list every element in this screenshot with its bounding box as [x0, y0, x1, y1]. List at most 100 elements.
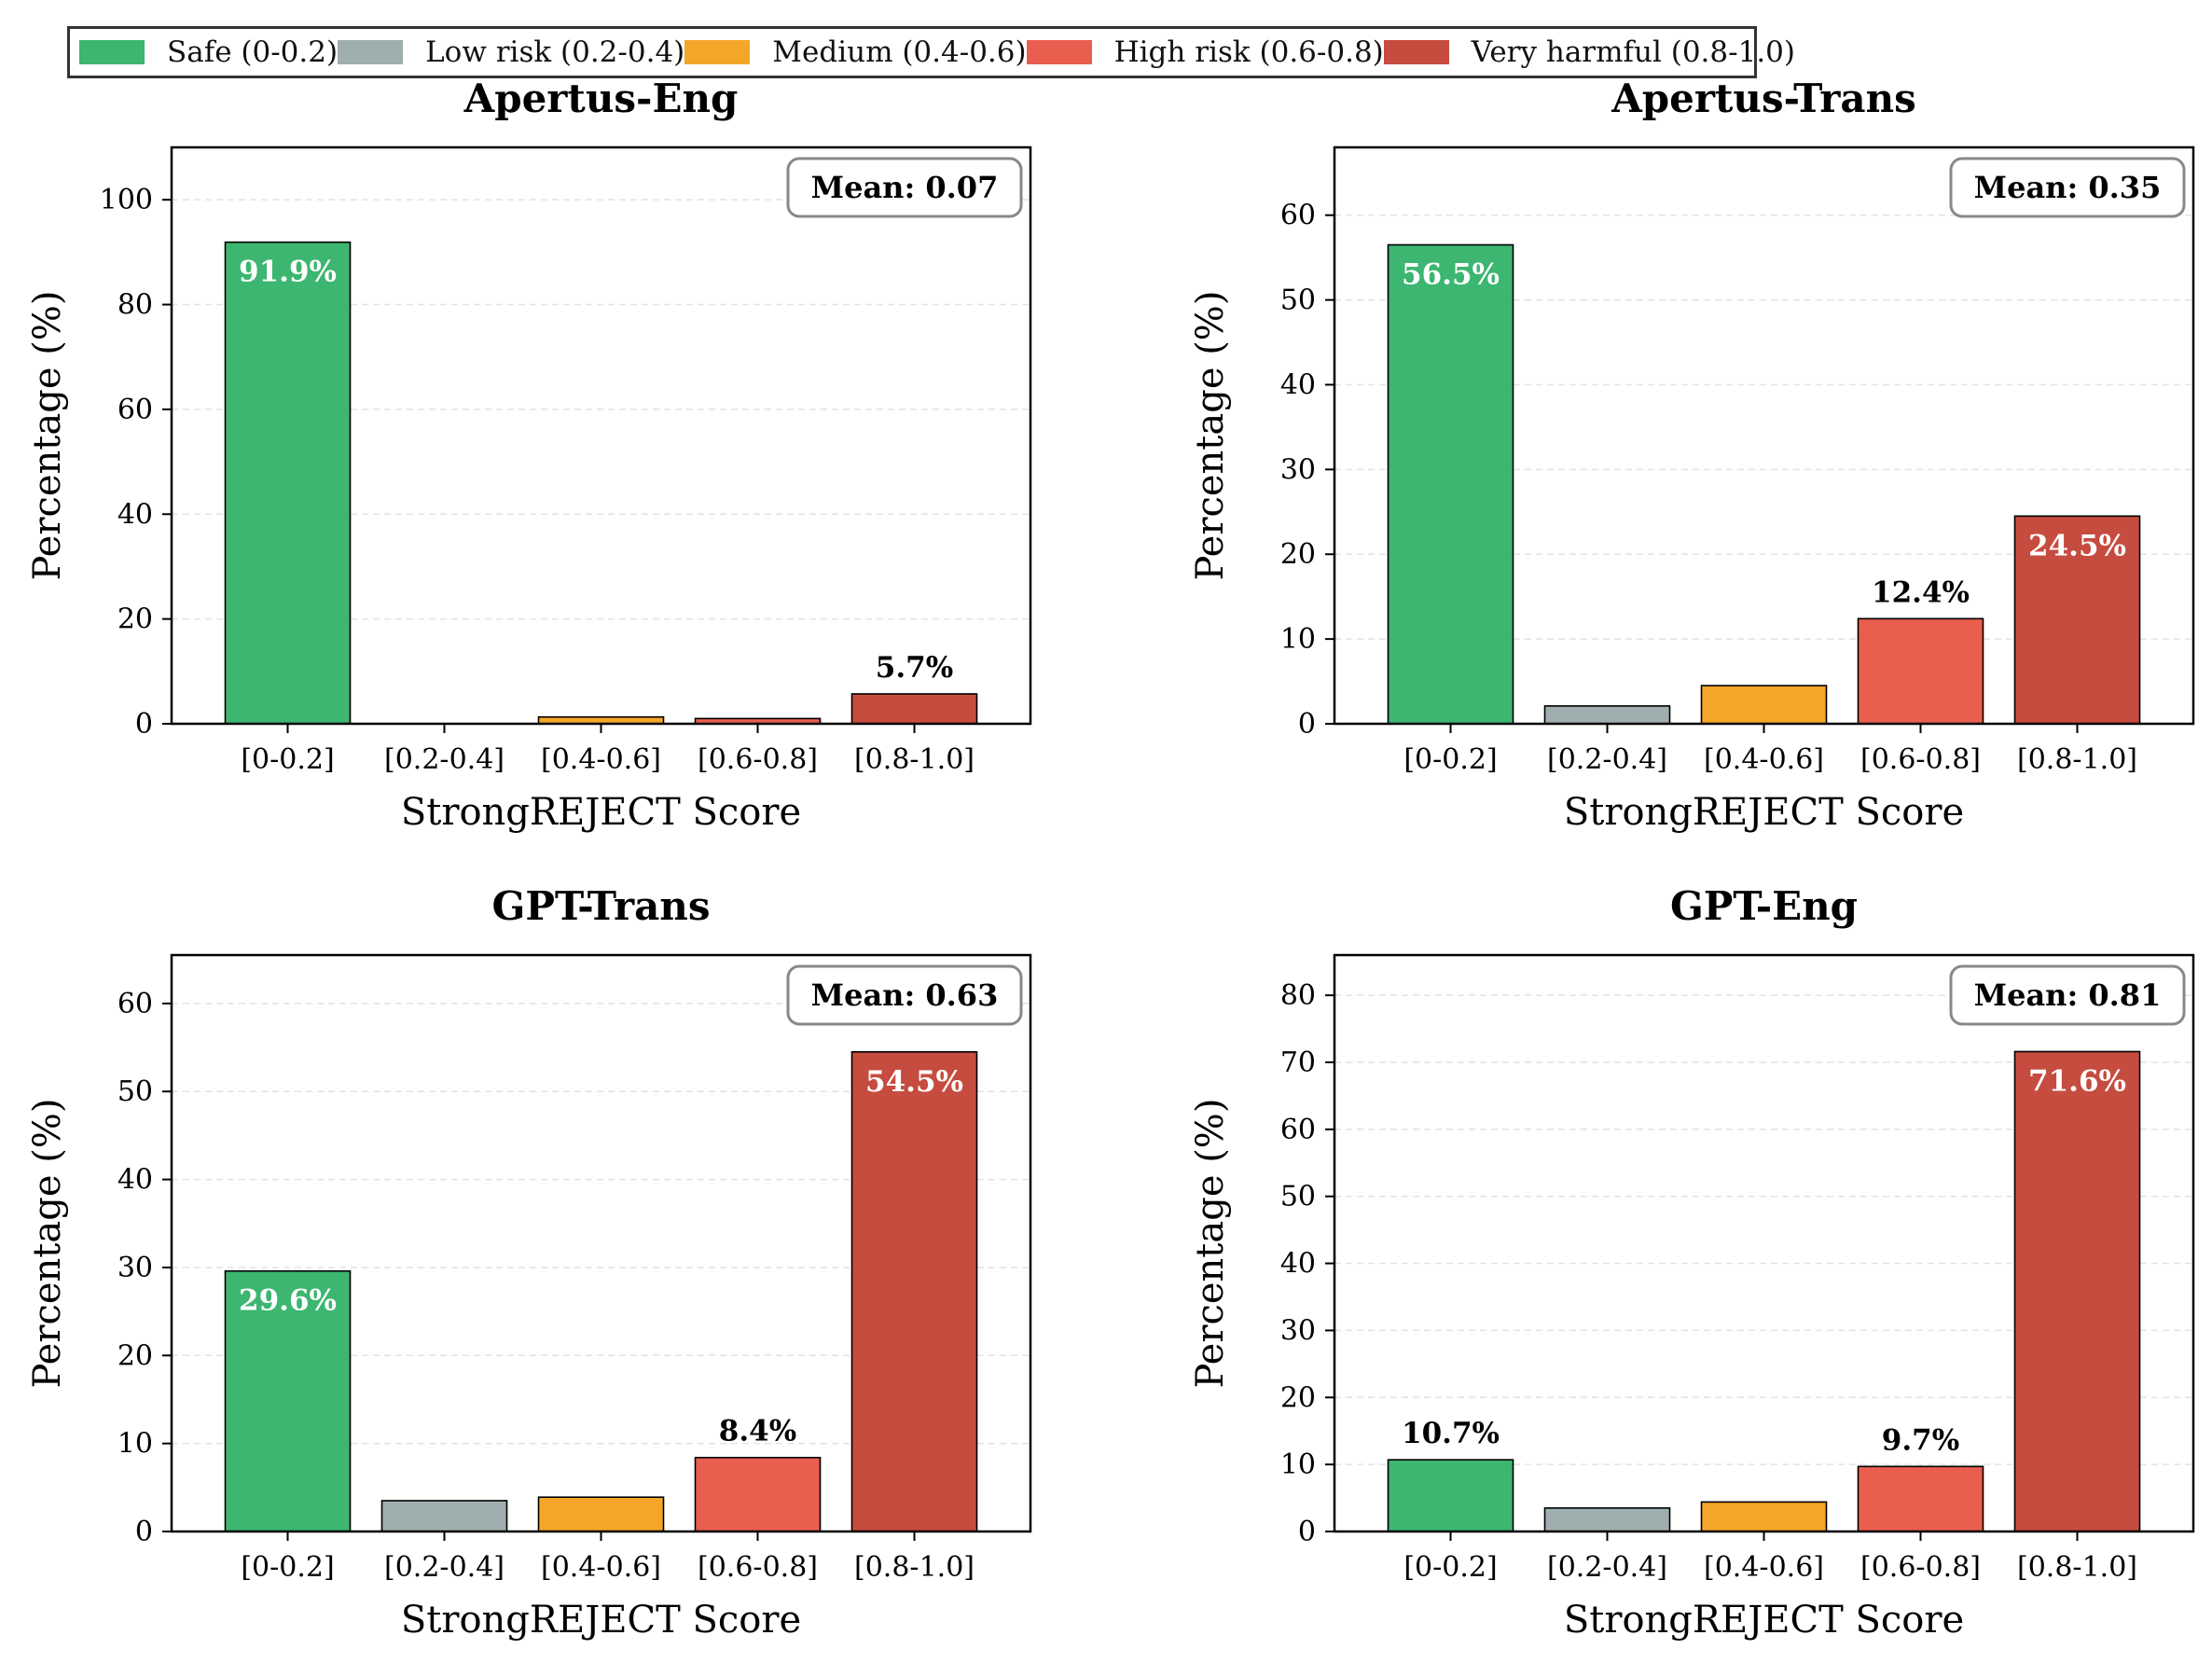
legend-item-high-risk: High risk (0.6-0.8) [1026, 35, 1384, 69]
data-label: 29.6% [239, 1284, 337, 1318]
y-tick-label: 0 [135, 708, 153, 741]
axes-frame [1333, 146, 2195, 726]
y-tick-label: 10 [1280, 1448, 1316, 1481]
bar-0-4-0-6 [537, 1496, 665, 1532]
legend-swatch-medium [684, 40, 751, 64]
x-tick-label: [0.8-1.0] [2017, 1551, 2137, 1584]
mean-label: Mean: 0.35 [1974, 170, 2162, 205]
legend-item-low-risk: Low risk (0.2-0.4) [338, 35, 684, 69]
bar-0-8-1-0 [850, 1050, 978, 1532]
x-tick-label: [0-0.2] [1403, 743, 1497, 776]
bar-0-6-0-8 [1857, 1465, 1984, 1532]
x-tick-label: [0.8-1.0] [854, 743, 975, 776]
bar-0-6-0-8 [694, 1456, 822, 1532]
x-tick-label: [0.6-0.8] [698, 1551, 818, 1584]
legend-item-medium: Medium (0.4-0.6) [684, 35, 1027, 69]
legend-item-very-harmful: Very harmful (0.8-1.0) [1383, 35, 1795, 69]
legend-swatch-high-risk [1026, 40, 1092, 64]
x-tick-label: [0.6-0.8] [698, 743, 818, 776]
y-tick-label: 20 [118, 603, 153, 636]
data-label: 10.7% [1402, 1417, 1500, 1450]
x-tick-label: [0.6-0.8] [1860, 743, 1981, 776]
x-tick-label: [0.4-0.6] [541, 743, 661, 776]
y-axis-label: Percentage (%) [26, 1099, 69, 1389]
mean-box [1949, 964, 2186, 1026]
x-axis-label: StrongREJECT Score [1564, 1599, 1964, 1642]
y-tick-label: 0 [1298, 1516, 1316, 1548]
x-tick-label: [0.2-0.4] [384, 743, 505, 776]
chart-title: Apertus-Eng [463, 76, 739, 121]
x-tick-label: [0.4-0.6] [541, 1551, 661, 1584]
x-tick-label: [0.4-0.6] [1704, 1551, 1824, 1584]
y-tick-label: 60 [1280, 1114, 1316, 1146]
chart-title: GPT-Trans [492, 883, 711, 929]
y-tick-label: 30 [118, 1252, 153, 1284]
x-axis-label: StrongREJECT Score [401, 791, 801, 834]
mean-label: Mean: 0.07 [811, 170, 999, 205]
legend-label-medium: Medium (0.4-0.6) [772, 35, 1027, 69]
data-label: 56.5% [1402, 258, 1500, 292]
y-tick-label: 60 [118, 988, 153, 1020]
x-tick-label: [0.4-0.6] [1704, 743, 1824, 776]
axes-frame [1333, 953, 2195, 1533]
legend-label-safe: Safe (0-0.2) [167, 35, 339, 69]
legend-swatch-safe [79, 40, 145, 64]
legend-swatch-very-harmful [1383, 40, 1449, 64]
data-label: 8.4% [719, 1415, 796, 1448]
chart-title: Apertus-Trans [1611, 76, 1916, 121]
bar-0-4-0-6 [1700, 1501, 1828, 1532]
axes-frame [170, 953, 1032, 1533]
y-tick-label: 0 [135, 1516, 153, 1548]
legend-label-low-risk: Low risk (0.2-0.4) [425, 35, 685, 69]
y-tick-label: 70 [1280, 1046, 1316, 1079]
y-tick-label: 40 [1280, 1248, 1316, 1281]
chart-title: GPT-Eng [1670, 883, 1858, 929]
data-label: 54.5% [865, 1065, 963, 1099]
x-axis-label: StrongREJECT Score [1564, 791, 1964, 834]
bar-0-8-1-0 [2013, 1050, 2141, 1532]
y-tick-label: 100 [100, 184, 153, 216]
bar-0-8-1-0 [2013, 515, 2141, 725]
bar-0-0-2 [1387, 1459, 1514, 1532]
x-tick-label: [0.6-0.8] [1860, 1551, 1981, 1584]
x-tick-label: [0-0.2] [241, 743, 334, 776]
y-tick-label: 50 [1280, 1181, 1316, 1213]
y-axis-label: Percentage (%) [1189, 291, 1232, 581]
data-label: 24.5% [2028, 529, 2126, 562]
y-tick-label: 40 [1280, 368, 1316, 401]
y-tick-label: 30 [1280, 453, 1316, 486]
mean-box [786, 157, 1023, 218]
legend-item-safe: Safe (0-0.2) [79, 35, 338, 69]
chart-apertus-trans: 0 10 20 30 40 50 60 [0-0.2] 56.5% [0.2-0.4] [0.4-0… [1189, 76, 2195, 834]
mean-label: Mean: 0.63 [811, 977, 999, 1013]
y-tick-label: 20 [118, 1339, 153, 1372]
x-tick-label: [0.2-0.4] [1547, 743, 1667, 776]
y-axis-label: Percentage (%) [26, 291, 69, 581]
bar-0-6-0-8 [1857, 617, 1984, 725]
y-tick-label: 80 [1280, 979, 1316, 1012]
chart-gpt-eng: 0 10 20 30 40 50 60 70 80 [0-0.2] 10.7% [0.2-0.4] [0… [1189, 883, 2195, 1642]
y-tick-label: 0 [1298, 708, 1316, 741]
data-label: 9.7% [1882, 1423, 1959, 1457]
data-label: 91.9% [239, 256, 337, 289]
bar-0-0-2 [224, 241, 352, 725]
y-tick-label: 60 [118, 394, 153, 426]
x-axis-label: StrongREJECT Score [401, 1599, 801, 1642]
mean-label: Mean: 0.81 [1974, 977, 2162, 1013]
y-tick-label: 20 [1280, 1381, 1316, 1414]
chart-gpt-trans: 0 10 20 30 40 50 60 [0-0.2] 29.6% [0.2-0.4] [0.4-0… [26, 883, 1032, 1642]
chart-apertus-eng: 0 20 40 60 80 100 [0-0.2] 91.9% [0.2-0.4] [0.4-0.… [26, 76, 1032, 834]
y-tick-label: 50 [118, 1075, 153, 1108]
data-label: 5.7% [876, 651, 953, 685]
y-tick-label: 80 [118, 289, 153, 322]
x-tick-label: [0.8-1.0] [854, 1551, 975, 1584]
mean-box [1949, 157, 2186, 218]
legend: Safe (0-0.2) Low risk (0.2-0.4) Medium (… [67, 26, 1795, 78]
bar-0-0-2 [1387, 243, 1514, 725]
y-tick-label: 60 [1280, 200, 1316, 232]
x-tick-label: [0.8-1.0] [2017, 743, 2137, 776]
y-tick-label: 10 [118, 1428, 153, 1461]
y-tick-label: 30 [1280, 1314, 1316, 1347]
legend-label-very-harmful: Very harmful (0.8-1.0) [1471, 35, 1795, 69]
y-tick-label: 40 [118, 498, 153, 531]
